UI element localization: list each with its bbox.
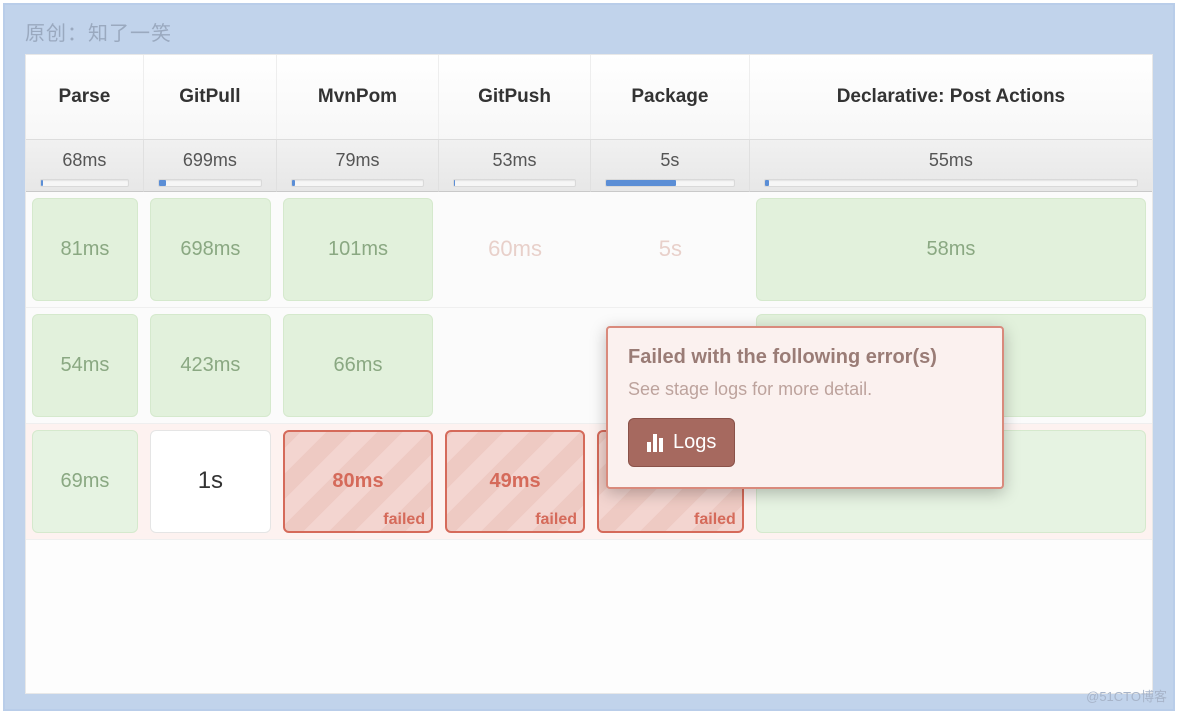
stage-cell[interactable]: 69ms xyxy=(32,430,138,533)
stage-average: 55ms xyxy=(750,139,1152,192)
popover-subtitle: See stage logs for more detail. xyxy=(628,379,982,400)
avg-value: 79ms xyxy=(336,150,380,170)
stage-cell-wrap: 60ms xyxy=(439,192,591,308)
cell-value: 49ms xyxy=(489,470,540,493)
stage-cell[interactable]: 54ms xyxy=(32,314,138,417)
stage-cell[interactable]: 58ms xyxy=(756,198,1146,301)
cell-value: 423ms xyxy=(180,354,240,377)
progress-bar xyxy=(40,179,129,187)
error-popover: Failed with the following error(s) See s… xyxy=(606,326,1004,489)
stage-header[interactable]: Declarative: Post Actions xyxy=(750,55,1152,139)
failed-label: failed xyxy=(535,511,577,529)
author-watermark: 原创：知了一笑 xyxy=(25,17,1153,46)
progress-bar xyxy=(764,179,1138,187)
cell-value: 66ms xyxy=(334,354,383,377)
stage-header[interactable]: GitPull xyxy=(144,55,277,139)
avg-value: 55ms xyxy=(929,150,973,170)
stage-cell[interactable]: 698ms xyxy=(150,198,271,301)
cell-value: 101ms xyxy=(328,238,388,261)
cell-value: 54ms xyxy=(60,354,109,377)
stage-average: 68ms xyxy=(26,139,144,192)
cell-value: 698ms xyxy=(180,238,240,261)
cell-value: 58ms xyxy=(926,238,975,261)
avg-value: 699ms xyxy=(183,150,237,170)
site-watermark: @51CTO博客 xyxy=(1086,686,1167,705)
avg-value: 5s xyxy=(660,150,679,170)
stage-header[interactable]: Package xyxy=(591,55,750,139)
stage-cell[interactable]: 81ms xyxy=(32,198,138,301)
stage-cell-wrap: 5s xyxy=(591,192,750,308)
stage-cell-wrap xyxy=(439,308,591,424)
cell-value: 1s xyxy=(198,467,223,495)
stage-cell[interactable]: 80msfailed xyxy=(283,430,433,533)
average-row: 68ms 699ms 79ms 53ms xyxy=(26,139,1152,192)
stage-cell[interactable]: 66ms xyxy=(283,314,433,417)
progress-bar xyxy=(158,179,262,187)
stage-cell[interactable]: 101ms xyxy=(283,198,433,301)
stage-cell-wrap: 69ms xyxy=(26,424,144,540)
build-row: 81ms 698ms 101ms 60ms 5s 58ms xyxy=(26,192,1152,308)
bar-chart-icon xyxy=(647,434,663,452)
cell-value: 5s xyxy=(659,236,682,262)
stage-cell-wrap: 423ms xyxy=(144,308,277,424)
popover-title: Failed with the following error(s) xyxy=(628,346,982,369)
stage-header[interactable]: Parse xyxy=(26,55,144,139)
stage-cell[interactable]: 423ms xyxy=(150,314,271,417)
stage-cell-wrap: 101ms xyxy=(277,192,439,308)
stage-cell-wrap: 80msfailed xyxy=(277,424,439,540)
stage-cell-wrap: 49ms failed xyxy=(439,424,591,540)
cell-value: 69ms xyxy=(60,470,109,493)
stage-header[interactable]: MvnPom xyxy=(277,55,439,139)
stage-cell[interactable]: 1s xyxy=(150,430,271,533)
stage-cell[interactable]: 49ms failed xyxy=(445,430,585,533)
stage-cell-wrap: 58ms xyxy=(750,192,1152,308)
stage-cell-wrap: 698ms xyxy=(144,192,277,308)
stage-header[interactable]: GitPush xyxy=(439,55,591,139)
stage-cell-wrap: 1s xyxy=(144,424,277,540)
cell-value: 80ms xyxy=(332,470,383,493)
cell-value: 60ms xyxy=(488,236,542,262)
stage-average: 699ms xyxy=(144,139,277,192)
stage-cell-wrap: 66ms xyxy=(277,308,439,424)
outer-frame: 原创：知了一笑 Parse GitPull MvnPom GitPush Pac… xyxy=(3,3,1175,711)
stage-header-row: Parse GitPull MvnPom GitPush Package Dec… xyxy=(26,55,1152,139)
pipeline-panel: Parse GitPull MvnPom GitPush Package Dec… xyxy=(25,54,1153,694)
progress-bar xyxy=(291,179,424,187)
logs-button[interactable]: Logs xyxy=(628,418,735,467)
progress-bar xyxy=(453,179,576,187)
stage-cell[interactable] xyxy=(445,314,585,417)
stage-cell-wrap: 54ms xyxy=(26,308,144,424)
stage-cell-wrap: 81ms xyxy=(26,192,144,308)
stage-cell[interactable]: 60ms xyxy=(445,198,585,301)
stage-cell[interactable]: 5s xyxy=(597,198,744,301)
failed-label: failed xyxy=(383,511,425,529)
progress-bar xyxy=(605,179,735,187)
logs-button-label: Logs xyxy=(673,431,716,454)
avg-value: 68ms xyxy=(62,150,106,170)
stage-average: 79ms xyxy=(277,139,439,192)
stage-average: 5s xyxy=(591,139,750,192)
avg-value: 53ms xyxy=(493,150,537,170)
failed-label: failed xyxy=(694,511,736,529)
stage-average: 53ms xyxy=(439,139,591,192)
cell-value: 81ms xyxy=(60,238,109,261)
